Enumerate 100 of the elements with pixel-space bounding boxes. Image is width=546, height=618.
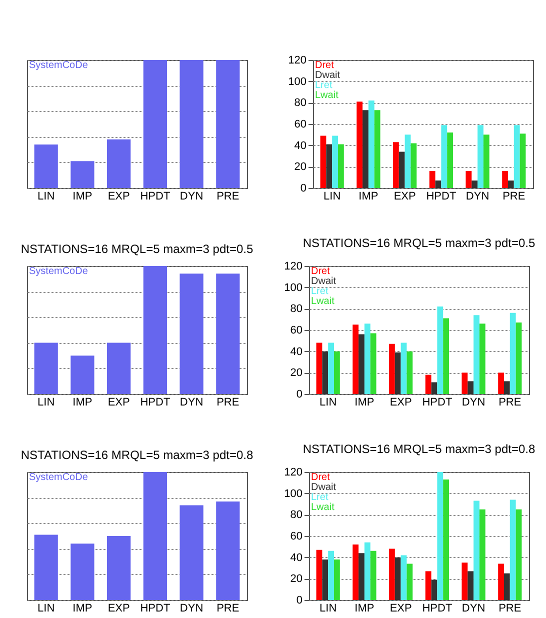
bar [334,559,340,600]
text: Dret [311,472,330,483]
bar [389,344,395,394]
y-tick-label: 100 [288,76,306,88]
bar [440,125,447,188]
bar [516,509,522,600]
bar [462,372,468,394]
bar [406,564,413,600]
bar [142,60,166,188]
x-tick-label: HPDT [422,602,452,614]
bar [406,351,413,394]
bar [216,274,240,394]
bar [468,571,474,600]
x-tick-label: DYN [462,602,486,614]
bar [142,472,166,600]
x-tick-label: EXP [393,190,416,202]
bar [316,342,322,394]
x-tick-label: IMP [72,602,92,614]
bar [370,333,376,394]
text: Lwait [311,502,335,513]
x-tick-label: IMP [354,396,374,408]
bar [374,110,380,188]
text: Dret [311,266,330,277]
bar [106,139,130,188]
y-tick-label: 120 [288,54,306,66]
y-tick-label: 100 [284,488,302,500]
bar [368,100,374,188]
y-tick-label: 80 [290,509,302,522]
x-tick-label: HPDT [422,396,452,408]
text: Lret [311,492,328,503]
bar [332,136,338,188]
bar [216,501,240,600]
bar [322,559,328,600]
x-tick-label: DYN [179,602,203,614]
y-tick-label: 0 [296,388,302,400]
x-tick-label: HPDT [426,190,456,202]
y-tick-label: 120 [284,466,302,478]
x-tick-label: PRE [498,396,522,408]
bar [471,180,478,188]
y-tick-label: 40 [294,140,306,152]
y-tick-label: 40 [290,346,302,358]
bar [362,110,368,188]
bar [179,274,203,394]
x-tick-label: LIN [37,396,54,408]
chart-title: NSTATIONS=16 MRQL=5 maxm=3 pdt=0.8 [302,442,536,456]
text: SystemCoDe [28,472,88,483]
bar [352,324,359,394]
x-tick-label: DYN [465,190,489,202]
bar [425,374,432,394]
y-tick-label: 0 [300,182,306,194]
text: Lret [311,286,328,297]
bar [516,322,522,394]
y-tick-label: 120 [284,260,302,272]
bar [482,134,489,188]
bar [70,356,94,394]
y-tick-label: 100 [284,282,302,294]
bar [498,564,504,600]
x-tick-label: EXP [107,396,130,408]
bar [358,334,364,394]
y-tick-label: 80 [294,97,306,110]
bar [389,548,395,600]
bar [370,550,376,600]
bar [498,372,504,394]
text: Lwait [311,296,335,307]
bar [394,352,401,394]
y-tick-label: 80 [290,303,302,316]
x-tick-label: PRE [502,190,525,202]
x-tick-label: IMP [358,190,378,202]
bar [479,324,486,394]
bar [364,324,370,394]
bar [519,134,526,188]
x-tick-label: DYN [462,396,486,408]
bar [70,161,94,188]
bar [358,553,364,600]
bar [106,536,130,600]
bar [474,500,480,600]
bar [462,562,468,600]
bar [446,132,452,188]
x-tick-label: EXP [390,602,412,614]
chart-title: NSTATIONS=16 MRQL=5 maxm=3 pdt=0.5 [302,236,536,250]
bar [479,509,486,600]
bar [352,544,359,600]
bar [502,170,508,188]
bar [34,144,58,188]
y-tick-label: 0 [296,594,302,606]
bar [404,134,410,188]
text: Dret [314,60,334,71]
bar [70,544,94,600]
x-tick-label: LIN [37,190,54,202]
text: SystemCoDe [28,266,88,277]
bar [510,500,516,600]
bar [400,555,407,600]
bar [106,342,130,394]
bar [443,318,449,394]
bar [468,381,474,394]
chart-title: NSTATIONS=16 MRQL=5 maxm=3 pdt=0.8 [20,448,253,462]
bar [179,60,203,188]
x-tick-label: HPDT [140,190,170,202]
bar [400,342,407,394]
x-tick-label: IMP [354,602,374,614]
